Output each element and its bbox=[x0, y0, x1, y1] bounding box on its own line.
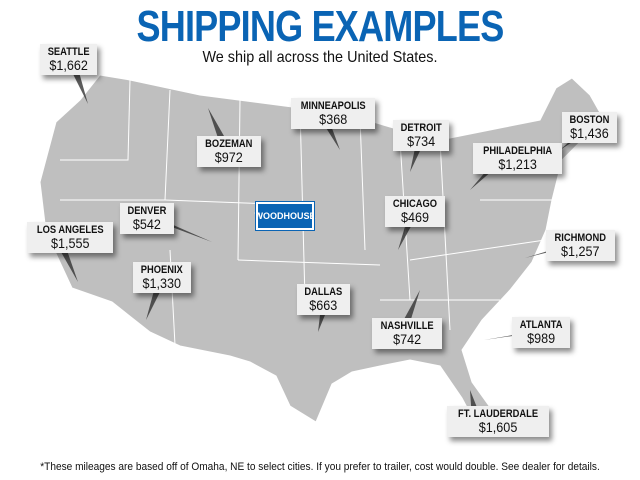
city-name: NASHVILLE bbox=[380, 320, 434, 332]
city-name: BOSTON bbox=[569, 114, 610, 126]
city-label: FT. LAUDERDALE $1,605 bbox=[447, 406, 550, 437]
city-label: BOSTON $1,436 bbox=[562, 112, 617, 143]
city-name: PHILADELPHIA bbox=[483, 145, 553, 157]
city-price: $1,257 bbox=[560, 243, 600, 259]
city-price: $742 bbox=[393, 331, 422, 347]
city-name: LOS ANGELES bbox=[36, 224, 104, 236]
footnote: *These mileages are based off of Omaha, … bbox=[40, 461, 600, 473]
us-outline bbox=[39, 74, 604, 437]
city-label: ATLANTA $989 bbox=[512, 317, 571, 348]
city-label: BOZEMAN $972 bbox=[197, 136, 261, 167]
city-name: ATLANTA bbox=[519, 319, 563, 331]
page-title: SHIPPING EXAMPLES bbox=[136, 2, 504, 51]
city-label: DALLAS $663 bbox=[297, 284, 350, 315]
city-label: NASHVILLE $742 bbox=[372, 318, 443, 349]
city-price: $542 bbox=[132, 216, 161, 232]
city-label: DETROIT $734 bbox=[393, 120, 450, 151]
city-name: RICHMOND bbox=[554, 232, 606, 244]
city-label: PHILADELPHIA $1,213 bbox=[473, 143, 563, 174]
city-price: $469 bbox=[400, 209, 429, 225]
city-price: $972 bbox=[214, 149, 243, 165]
city-name: DALLAS bbox=[304, 286, 343, 298]
city-label: DENVER $542 bbox=[120, 203, 174, 234]
city-label: RICHMOND $1,257 bbox=[546, 230, 615, 261]
city-label: SEATTLE $1,662 bbox=[40, 44, 98, 75]
city-price: $1,213 bbox=[498, 156, 537, 172]
city-price: $1,555 bbox=[50, 235, 90, 251]
city-price: $1,662 bbox=[49, 57, 88, 73]
city-price: $1,330 bbox=[142, 275, 182, 291]
page-subtitle: We ship all across the United States. bbox=[202, 49, 438, 66]
city-price: $1,436 bbox=[570, 125, 609, 141]
city-label: MINNEAPOLIS $368 bbox=[291, 98, 376, 129]
city-label: PHOENIX $1,330 bbox=[133, 262, 191, 293]
city-name: CHICAGO bbox=[392, 198, 438, 210]
city-name: PHOENIX bbox=[140, 264, 183, 276]
city-price: $1,605 bbox=[478, 419, 518, 435]
city-name: DENVER bbox=[127, 205, 167, 217]
city-price: $989 bbox=[527, 330, 556, 346]
city-name: DETROIT bbox=[400, 122, 442, 134]
city-label: CHICAGO $469 bbox=[385, 196, 445, 227]
woodhouse-logo: WOODHOUSE bbox=[255, 201, 316, 231]
city-label: LOS ANGELES $1,555 bbox=[27, 222, 114, 253]
city-name: FT. LAUDERDALE bbox=[458, 408, 539, 420]
city-price: $734 bbox=[407, 133, 436, 149]
city-price: $663 bbox=[309, 297, 338, 313]
city-name: SEATTLE bbox=[47, 46, 90, 58]
city-name: BOZEMAN bbox=[205, 138, 253, 150]
city-price: $368 bbox=[319, 111, 348, 127]
city-name: MINNEAPOLIS bbox=[300, 100, 366, 112]
